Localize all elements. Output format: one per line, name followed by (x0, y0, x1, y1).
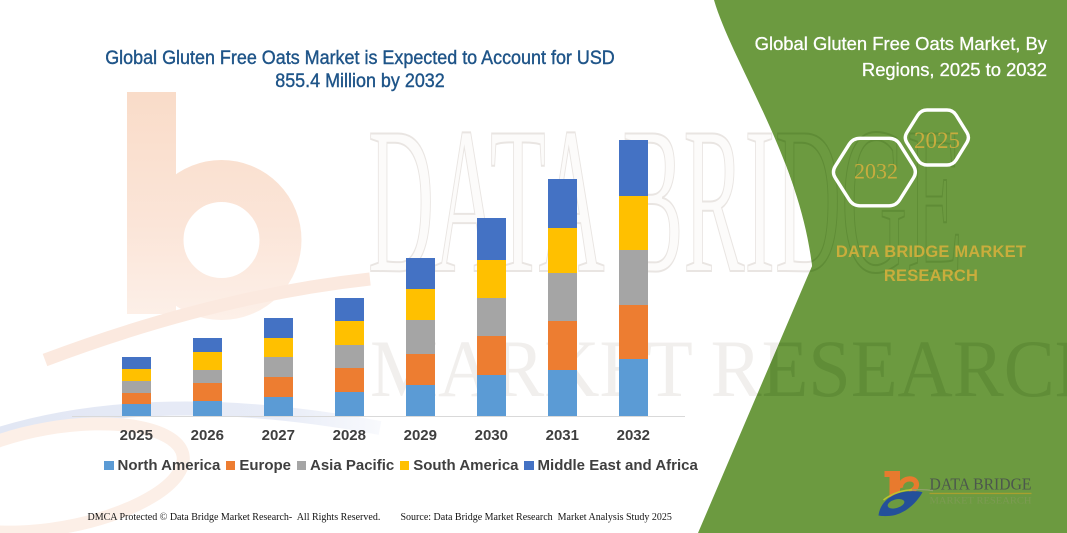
svg-text:MARKET RESEARCH: MARKET RESEARCH (930, 496, 1033, 506)
svg-text:2032: 2032 (854, 159, 898, 184)
svg-text:MARKET RESEARCH: MARKET RESEARCH (370, 323, 1067, 414)
svg-text:DATA BRIDGE: DATA BRIDGE (930, 475, 1032, 494)
svg-text:2025: 2025 (914, 128, 960, 153)
svg-text:DATA BRIDGE: DATA BRIDGE (368, 85, 963, 317)
